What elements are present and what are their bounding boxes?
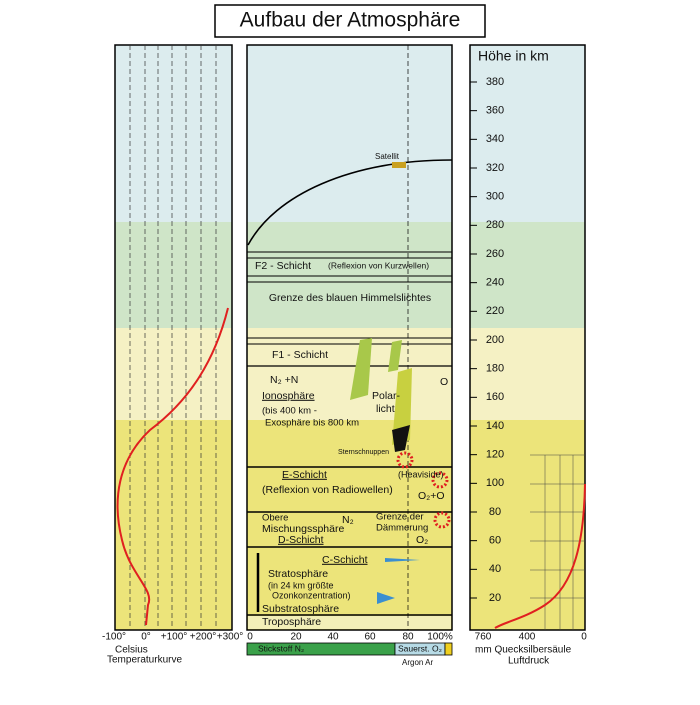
aurora: [388, 340, 402, 372]
bands: [115, 45, 585, 630]
airplane-icon: [377, 592, 395, 604]
height-tick-label: 320: [486, 162, 504, 174]
temperature-tick-label: 0°: [141, 632, 151, 643]
label: Obere: [262, 513, 288, 524]
label: Grenze der: [376, 512, 424, 523]
label: Ozonkonzentration): [272, 590, 351, 600]
height-tick-label: 260: [486, 248, 504, 260]
caption: Luftdruck: [508, 656, 550, 667]
caption: Celsius: [115, 645, 148, 656]
pressure-curve: [494, 483, 586, 629]
percent-tick-label: 20: [290, 632, 302, 643]
label: (bis 400 km -: [262, 406, 317, 417]
percent-tick-label: 80: [402, 632, 414, 643]
caption: mm Quecksilbersäule: [475, 645, 572, 656]
percent-tick-label: 40: [327, 632, 339, 643]
label: Ionosphäre: [262, 390, 315, 402]
height-tick-label: 100: [486, 477, 504, 489]
height-tick-label: 20: [489, 592, 501, 604]
height-tick-label: 380: [486, 76, 504, 88]
label: Dämmerung: [376, 523, 428, 534]
label: E-Schicht: [282, 469, 327, 481]
layer-lines: [247, 251, 452, 616]
label: Grenze des blauen Himmelslichtes: [269, 292, 431, 304]
height-tick-label: 180: [486, 363, 504, 375]
composition-label: Argon Ar: [402, 658, 433, 667]
label: (in 24 km größte: [268, 580, 334, 590]
height-title: Höhe in km: [478, 48, 549, 64]
label: Stratosphäre: [268, 568, 328, 580]
percent-tick-label: 60: [364, 632, 376, 643]
layer-labels: Satellit F2 - Schicht (Reflexion von Kur…: [255, 152, 448, 628]
height-tick-label: 280: [486, 219, 504, 231]
label: (Reflexion von Kurzwellen): [328, 260, 429, 270]
label: Exosphäre bis 800 km: [265, 418, 359, 429]
ticks: 3803603403203002802602402202001801601401…: [102, 76, 587, 643]
pressure-grid: [530, 454, 585, 630]
label: licht: [376, 403, 395, 415]
label: Satellit: [375, 152, 400, 161]
temperature-tick-label: +300°: [217, 632, 244, 643]
caption: Temperaturkurve: [107, 655, 182, 666]
composition-label: Stickstoff N₂: [258, 643, 304, 653]
label: Troposphäre: [262, 616, 321, 628]
height-tick-label: 60: [489, 535, 501, 547]
label: C-Schicht: [322, 554, 368, 566]
label: Mischungssphäre: [262, 523, 344, 535]
height-tick-label: 240: [486, 277, 504, 289]
troposphere-band: [248, 616, 451, 629]
label: F1 - Schicht: [272, 349, 328, 361]
temperature-panel: [114, 44, 233, 631]
temperature-grid: [129, 45, 217, 630]
aurora: [350, 338, 372, 400]
meteor: [433, 511, 451, 529]
label: (Heaviside): [398, 469, 444, 479]
percent-tick-label: 0: [247, 632, 253, 643]
height-tick-label: 120: [486, 449, 504, 461]
temperature-tick-label: +100°: [161, 632, 188, 643]
label: Sternschnuppen: [338, 449, 389, 456]
label: F2 - Schicht: [255, 260, 311, 272]
temperature-tick-label: +200°: [190, 632, 217, 643]
label: Polar-: [372, 390, 401, 402]
height-tick-label: 160: [486, 391, 504, 403]
satellite-orbit: [247, 159, 453, 246]
height-tick-label: 220: [486, 305, 504, 317]
height-tick-label: 80: [489, 506, 501, 518]
label: O₂: [416, 534, 428, 546]
title-box: [214, 4, 486, 38]
height-panel: [469, 44, 586, 631]
label: N₂ +N: [270, 374, 298, 386]
argon-bar: [444, 642, 453, 656]
aurora: [392, 425, 410, 452]
label: (Reflexion von Radiowellen): [262, 484, 393, 496]
height-tick-label: 360: [486, 105, 504, 117]
percent-tick-label: 100%: [427, 632, 453, 643]
label: D-Schicht: [278, 534, 324, 546]
pressure-tick-label: 760: [475, 632, 492, 643]
title: Aufbau der Atmosphäre: [240, 9, 461, 32]
temperature-curve: [116, 307, 229, 626]
temperature-tick-label: -100°: [102, 632, 126, 643]
meteor: [396, 451, 414, 469]
meteor: [431, 471, 449, 489]
height-tick-label: 300: [486, 191, 504, 203]
satellite-icon: [392, 162, 406, 168]
jet-icon: [385, 558, 420, 562]
height-tick-label: 340: [486, 133, 504, 145]
label: O: [440, 376, 448, 388]
height-tick-label: 40: [489, 563, 501, 575]
label: O₂+O: [418, 490, 445, 502]
label: Substratosphäre: [262, 603, 339, 615]
pressure-tick-label: 0: [581, 632, 587, 643]
height-tick-label: 200: [486, 334, 504, 346]
height-tick-label: 140: [486, 420, 504, 432]
composition-label: Sauerst. O₂: [398, 643, 442, 653]
label: N₂: [342, 514, 354, 526]
aurora: [392, 368, 412, 445]
pressure-tick-label: 400: [519, 632, 536, 643]
